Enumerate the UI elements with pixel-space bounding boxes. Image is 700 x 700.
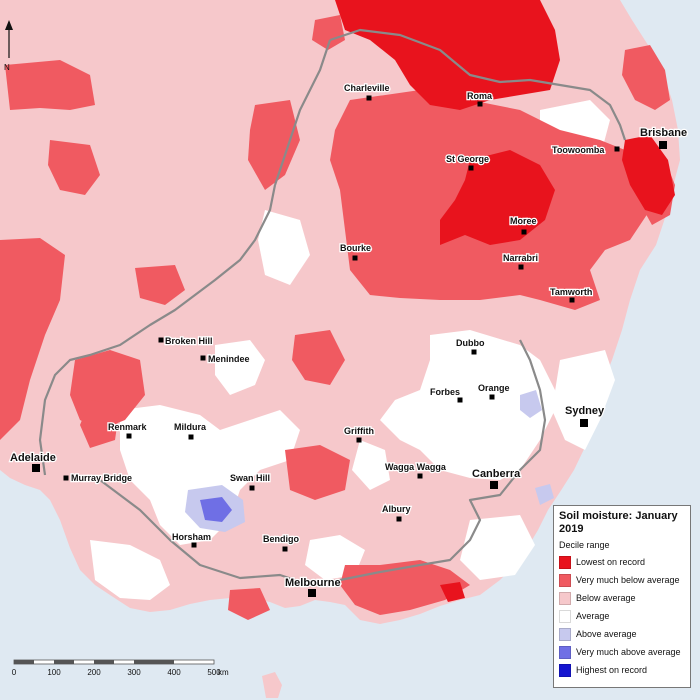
town-label: Mildura: [174, 422, 207, 432]
legend-swatch: [559, 573, 571, 587]
town-label: Dubbo: [456, 338, 485, 348]
town-label: Bourke: [340, 243, 371, 253]
legend-label: Highest on record: [576, 665, 648, 675]
town-layer: Charleville Roma Brisbane Toowoomba St Georg…: [9, 82, 688, 597]
town-label: Broken Hill: [165, 336, 213, 346]
legend-swatch: [559, 555, 571, 569]
legend-label: Average: [576, 611, 610, 621]
town-label: Horsham: [172, 532, 211, 542]
town-label: Menindee: [208, 354, 250, 364]
town-marker: [308, 589, 316, 597]
town-marker: [356, 437, 362, 443]
map-legend: Soil moisture: January 2019 Decile range…: [553, 505, 691, 688]
town-marker: [580, 419, 588, 427]
state-boundaries: [38, 28, 627, 587]
town-marker: [32, 464, 40, 472]
town-marker: [468, 165, 474, 171]
town-marker: [659, 141, 667, 149]
town-label: Charleville: [344, 83, 390, 93]
scale-tick-label: 200: [87, 668, 101, 677]
town-label: Murray Bridge: [71, 473, 132, 483]
legend-item: Highest on record: [559, 661, 685, 679]
town-label: Bendigo: [263, 534, 299, 544]
town-label: Melbourne: [285, 577, 341, 589]
legend-swatch: [559, 663, 571, 677]
town-label: Narrabri: [503, 253, 538, 263]
legend-label: Very much below average: [576, 575, 680, 585]
scale-tick-label: 0: [12, 668, 17, 677]
legend-title: Soil moisture: January 2019: [559, 510, 678, 535]
town-marker: [569, 297, 575, 303]
town-marker: [457, 397, 463, 403]
scale-tick-label: 100: [47, 668, 61, 677]
town-label: Griffith: [344, 426, 374, 436]
scale-tick-label: 300: [127, 668, 141, 677]
island: [262, 672, 282, 698]
town-label: Orange: [478, 383, 510, 393]
town-marker: [63, 475, 69, 481]
legend-swatch: [559, 609, 571, 623]
town-marker: [352, 255, 358, 261]
town-label: Brisbane: [640, 127, 687, 139]
town-label: Renmark: [108, 422, 148, 432]
town-label: Toowoomba: [552, 145, 605, 155]
town-marker: [614, 146, 620, 152]
legend-swatch: [559, 627, 571, 641]
average-regions: [90, 100, 615, 600]
town-label: Adelaide: [10, 452, 56, 464]
town-marker: [396, 516, 402, 522]
town-marker: [518, 264, 524, 270]
legend-swatch: [559, 591, 571, 605]
town-marker: [158, 337, 164, 343]
town-label: Swan Hill: [230, 473, 270, 483]
legend-item: Above average: [559, 625, 685, 643]
town-marker: [471, 349, 477, 355]
town-label: Forbes: [430, 387, 460, 397]
very-much-below-regions: [0, 15, 675, 620]
town-marker: [521, 229, 527, 235]
above-average-regions: [185, 390, 554, 532]
legend-items: Lowest on record Very much below average B…: [559, 553, 685, 679]
town-marker: [200, 355, 206, 361]
legend-item: Very much below average: [559, 571, 685, 589]
town-label: Tamworth: [550, 287, 592, 297]
legend-label: Very much above average: [576, 647, 681, 657]
legend-label: Above average: [576, 629, 637, 639]
legend-item: Below average: [559, 589, 685, 607]
legend-swatch: [559, 645, 571, 659]
legend-item: Lowest on record: [559, 553, 685, 571]
town-marker: [417, 473, 423, 479]
town-label: Moree: [510, 216, 537, 226]
scale-tick-label: 500: [207, 668, 221, 677]
town-label: Wagga Wagga: [385, 462, 447, 472]
legend-subtitle: Decile range: [559, 540, 610, 550]
legend-label: Lowest on record: [576, 557, 646, 567]
town-marker: [126, 433, 132, 439]
town-label: St George: [446, 154, 489, 164]
scale-unit: km: [218, 668, 229, 677]
town-label: Albury: [382, 504, 411, 514]
town-marker: [282, 546, 288, 552]
town-marker: [249, 485, 255, 491]
town-marker: [366, 95, 372, 101]
town-marker: [490, 481, 498, 489]
town-label: Roma: [467, 91, 493, 101]
legend-item: Very much above average: [559, 643, 685, 661]
north-label: N: [4, 63, 10, 72]
legend-label: Below average: [576, 593, 636, 603]
town-marker: [477, 101, 483, 107]
town-label: Sydney: [565, 405, 605, 417]
legend-item: Average: [559, 607, 685, 625]
town-marker: [489, 394, 495, 400]
town-marker: [188, 434, 194, 440]
town-marker: [191, 542, 197, 548]
north-arrow-icon: N: [4, 20, 13, 72]
town-label: Canberra: [472, 468, 521, 480]
scale-tick-label: 400: [167, 668, 181, 677]
